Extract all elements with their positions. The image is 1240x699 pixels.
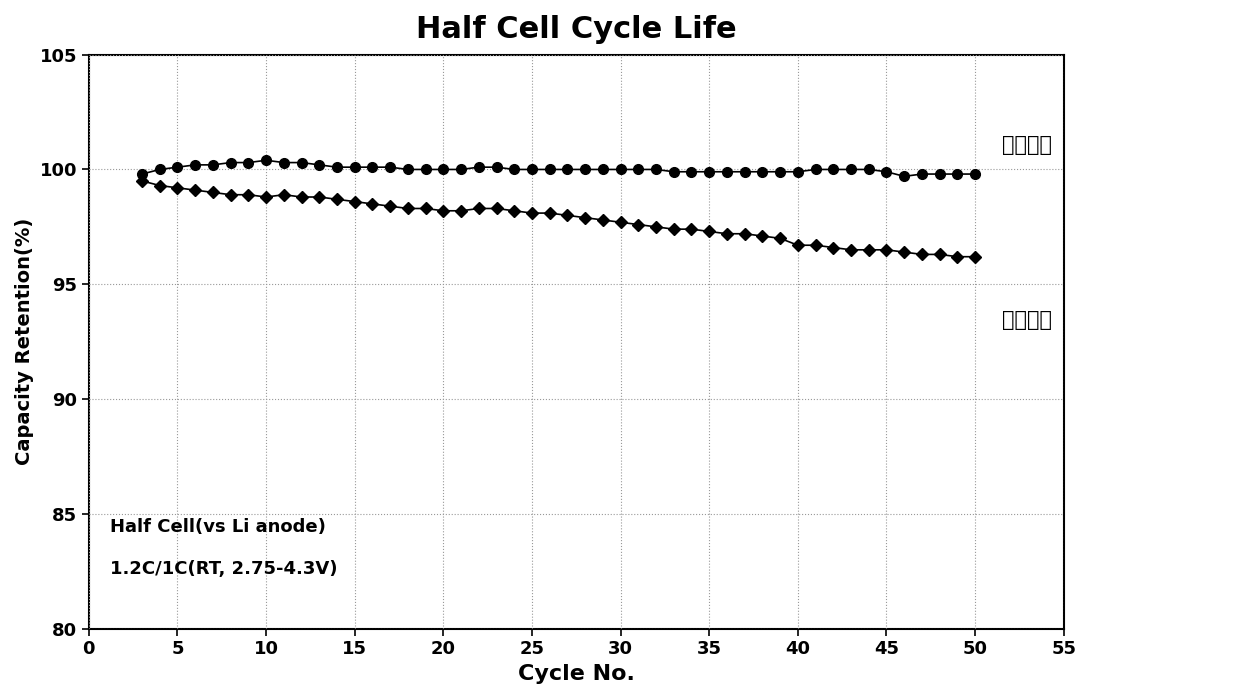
Text: 1.2C/1C(RT, 2.75-4.3V): 1.2C/1C(RT, 2.75-4.3V): [110, 559, 337, 577]
Text: 实施例一: 实施例一: [1002, 135, 1052, 155]
Title: Half Cell Cycle Life: Half Cell Cycle Life: [415, 15, 737, 44]
Y-axis label: Capacity Retention(%): Capacity Retention(%): [15, 218, 33, 466]
Text: Half Cell(vs Li anode): Half Cell(vs Li anode): [110, 518, 326, 536]
X-axis label: Cycle No.: Cycle No.: [518, 664, 635, 684]
Text: 对比例一: 对比例一: [1002, 310, 1052, 330]
